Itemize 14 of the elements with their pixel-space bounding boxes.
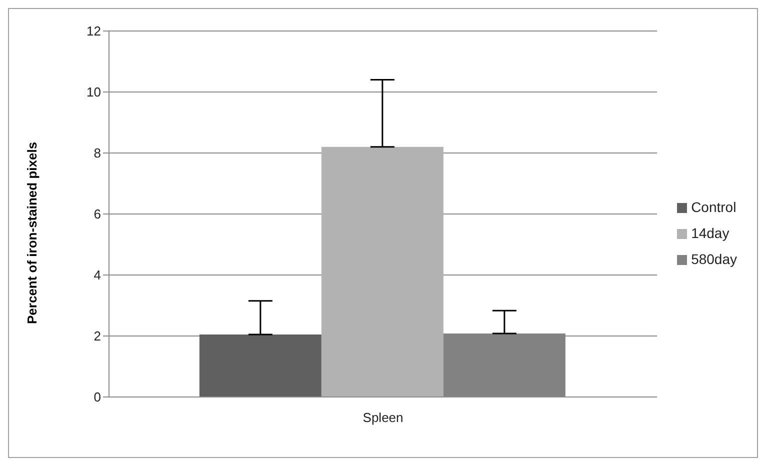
legend-label: 14day <box>691 225 730 241</box>
y-tick-label: 12 <box>86 24 101 39</box>
y-tick-label: 4 <box>94 268 101 283</box>
bar <box>199 334 322 397</box>
legend-label: Control <box>691 199 736 215</box>
y-axis-title: Percent of iron-stained pixels <box>24 142 40 324</box>
x-tick-label: Spleen <box>362 410 404 426</box>
y-tick-label: 0 <box>94 390 101 405</box>
y-tick-label: 6 <box>94 206 101 222</box>
legend-label: 580day <box>691 251 737 267</box>
y-tick-label: 8 <box>94 146 101 161</box>
bar <box>321 146 444 397</box>
y-tick-label: 10 <box>86 84 101 100</box>
y-tick-label: 2 <box>94 328 101 344</box>
